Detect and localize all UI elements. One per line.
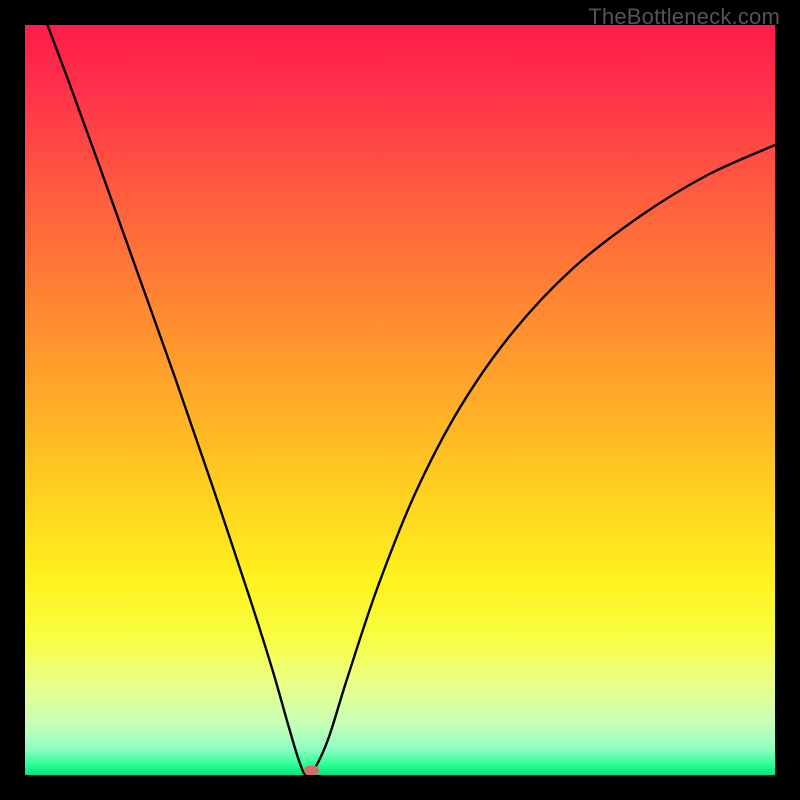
plot-area bbox=[25, 25, 775, 775]
gradient-background bbox=[25, 25, 775, 775]
chart-frame: TheBottleneck.com bbox=[0, 0, 800, 800]
optimum-marker bbox=[304, 766, 319, 776]
bottleneck-chart bbox=[25, 25, 775, 775]
